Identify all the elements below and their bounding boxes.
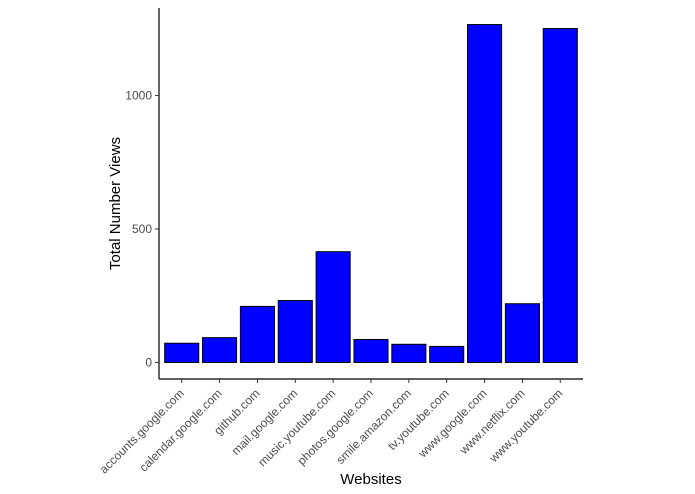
x-axis-title: Websites [340, 471, 401, 488]
y-tick-label: 500 [132, 222, 152, 236]
x-axis-ticks: accounts.google.comcalendar.google.comgi… [97, 379, 565, 476]
y-axis-ticks: 0 500 1000 [125, 89, 159, 369]
bar-music.youtube.com [315, 251, 351, 363]
bar-www.youtube.com [542, 28, 578, 363]
bars-group [164, 24, 578, 363]
y-axis-title: Total Number Views [107, 137, 124, 270]
bar-tv.youtube.com [429, 345, 465, 363]
x-tick-label: www.netflix.com [456, 386, 527, 457]
bar-mail.google.com [277, 300, 313, 363]
x-tick-label: www.google.com [415, 386, 490, 461]
y-tick-label: 1000 [125, 89, 152, 103]
bar-smile.amazon.com [391, 343, 427, 363]
x-tick-label: mail.google.com [229, 386, 301, 458]
bar-photos.google.com [353, 338, 389, 363]
bar-accounts.google.com [164, 342, 200, 363]
bar-calendar.google.com [202, 337, 238, 363]
y-tick-label: 0 [145, 355, 152, 369]
bar-www.netflix.com [504, 303, 540, 363]
bar-github.com [239, 305, 275, 363]
x-tick-label: www.youtube.com [486, 386, 565, 465]
bar-www.google.com [467, 24, 503, 363]
